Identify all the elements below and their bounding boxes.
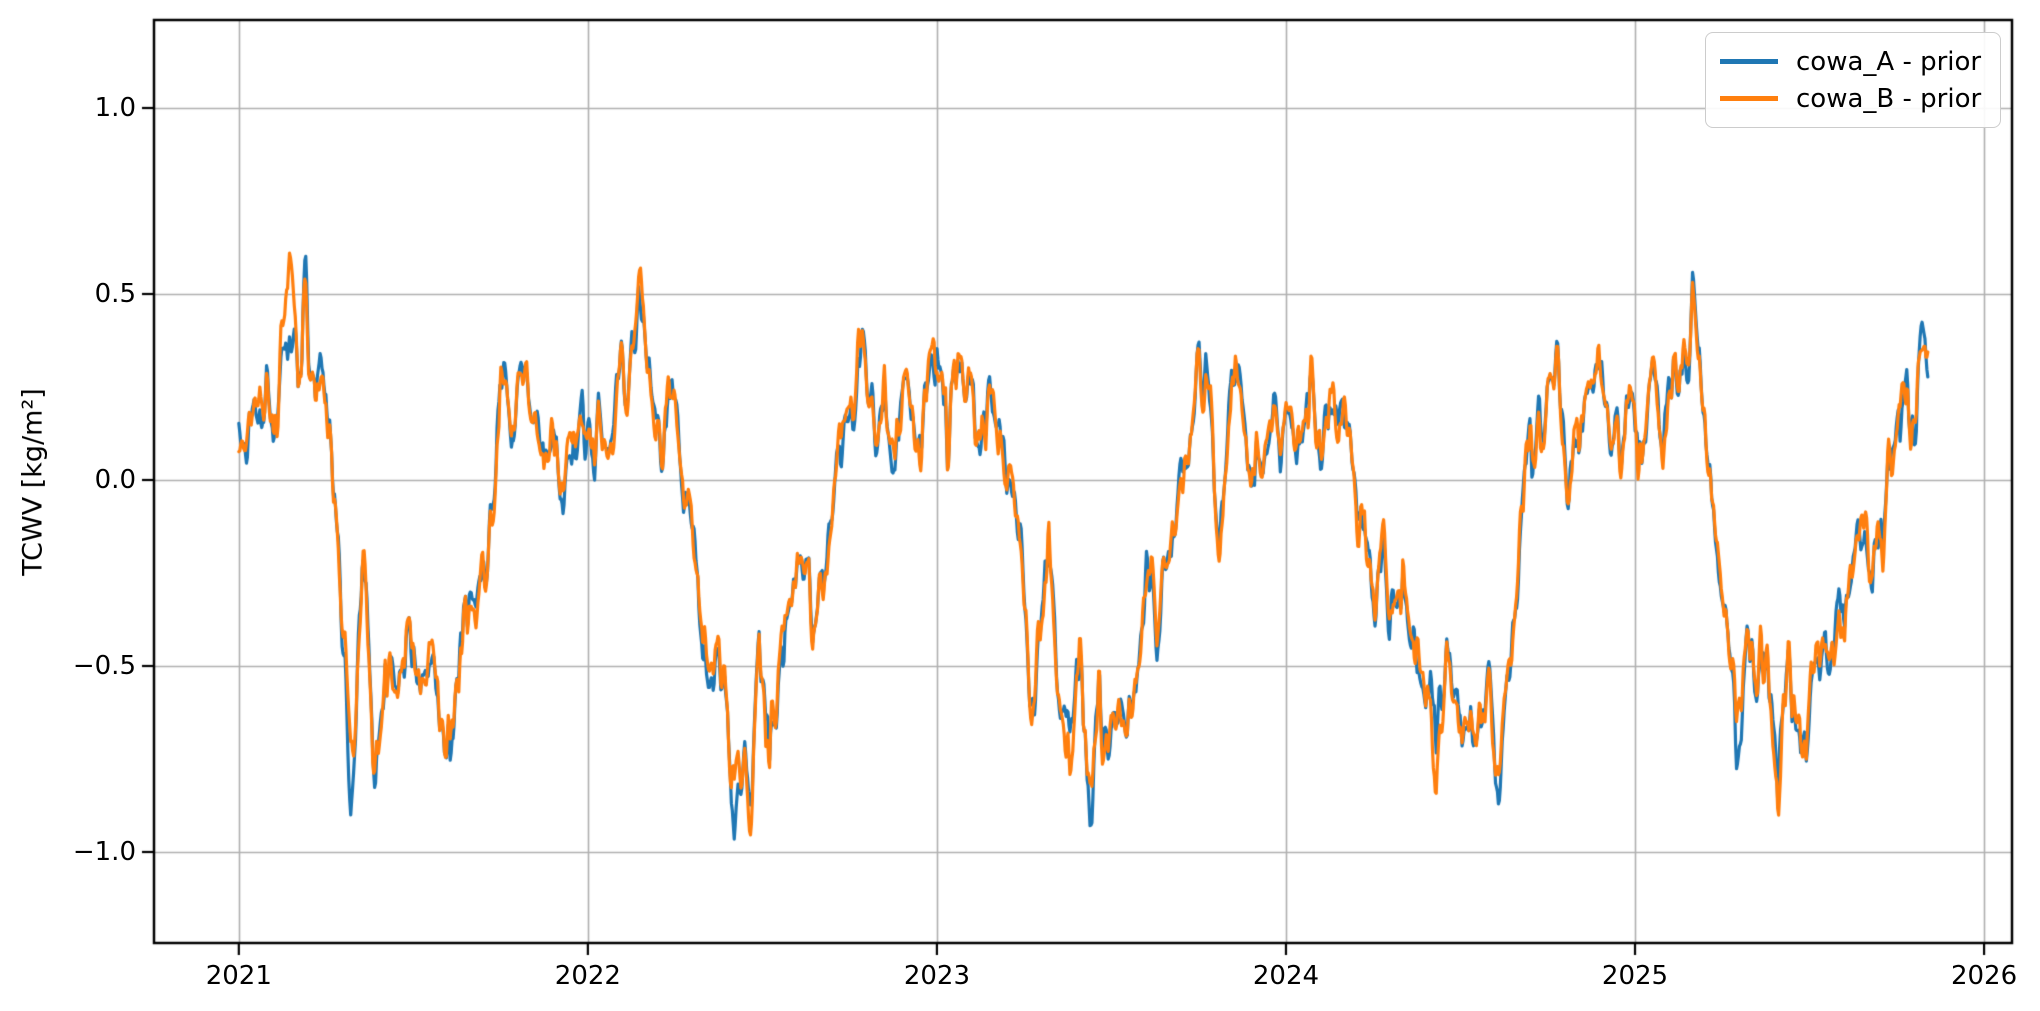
y-tick-label-1.0: 1.0 [94,93,136,123]
y-tick-label-0.5: 0.5 [94,279,136,309]
legend-label-cowa-b: cowa_B - prior [1796,83,1982,114]
legend-item-cowa-a: cowa_A - prior [1720,43,1982,80]
x-tick-label-2025: 2025 [1601,961,1669,991]
legend-item-cowa-b: cowa_B - prior [1720,80,1982,117]
y-tick-label-−0.5: −0.5 [72,651,136,681]
x-tick-label-2022: 2022 [554,961,621,991]
legend: cowa_A - prior cowa_B - prior [1705,32,2001,128]
x-tick-label-2023: 2023 [903,961,971,991]
legend-line-sample-b [1720,96,1778,101]
x-tick-label-2024: 2024 [1252,961,1320,991]
x-tick-label-2026: 2026 [1950,961,2018,991]
legend-line-sample-a [1720,59,1778,64]
y-tick-label-0.0: 0.0 [94,465,136,495]
x-tick-label-2021: 2021 [205,961,272,991]
legend-label-cowa-a: cowa_A - prior [1796,46,1982,77]
y-tick-label-−1.0: −1.0 [72,837,136,867]
